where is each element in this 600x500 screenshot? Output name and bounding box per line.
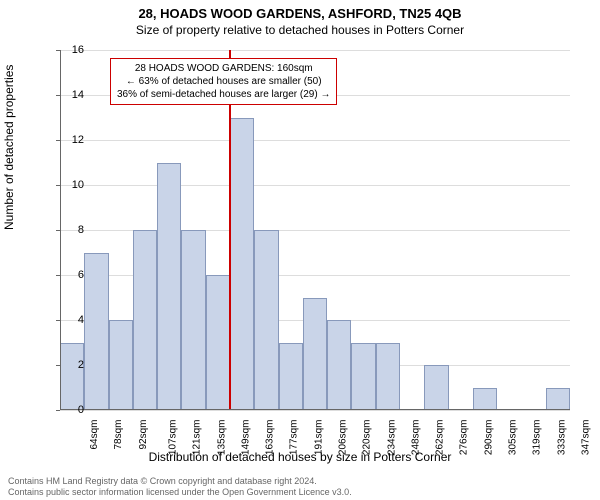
y-axis-label: Number of detached properties	[2, 65, 16, 230]
x-tick-label: 92sqm	[138, 420, 149, 450]
annotation-box: 28 HOADS WOOD GARDENS: 160sqm ← 63% of d…	[110, 58, 337, 105]
chart-container: 28, HOADS WOOD GARDENS, ASHFORD, TN25 4Q…	[0, 0, 600, 500]
histogram-bar	[279, 343, 303, 411]
y-tick	[56, 185, 60, 186]
x-tick-label: 64sqm	[89, 420, 100, 450]
histogram-bar	[181, 230, 205, 410]
grid-line	[60, 140, 570, 141]
footer-line1: Contains HM Land Registry data © Crown c…	[8, 476, 352, 487]
histogram-bar	[303, 298, 327, 411]
histogram-bar	[473, 388, 497, 411]
footer: Contains HM Land Registry data © Crown c…	[8, 476, 352, 498]
y-tick	[56, 365, 60, 366]
chart-title: 28, HOADS WOOD GARDENS, ASHFORD, TN25 4Q…	[0, 0, 600, 21]
grid-line	[60, 410, 570, 411]
plot-area: 28 HOADS WOOD GARDENS: 160sqm ← 63% of d…	[60, 50, 570, 410]
x-axis-line	[60, 409, 570, 410]
chart-subtitle: Size of property relative to detached ho…	[0, 21, 600, 37]
histogram-bar	[327, 320, 351, 410]
y-tick	[56, 95, 60, 96]
y-tick	[56, 230, 60, 231]
annotation-line2: ← 63% of detached houses are smaller (50…	[117, 75, 330, 88]
histogram-bar	[351, 343, 375, 411]
histogram-bar	[109, 320, 133, 410]
histogram-bar	[230, 118, 254, 411]
histogram-bar	[254, 230, 278, 410]
y-tick	[56, 410, 60, 411]
histogram-bar	[376, 343, 400, 411]
y-tick	[56, 140, 60, 141]
y-tick	[56, 275, 60, 276]
y-tick	[56, 320, 60, 321]
x-axis-label: Distribution of detached houses by size …	[0, 450, 600, 464]
histogram-bar	[206, 275, 230, 410]
histogram-bar	[546, 388, 570, 411]
y-tick	[56, 50, 60, 51]
histogram-bar	[133, 230, 157, 410]
histogram-bar	[84, 253, 108, 411]
grid-line	[60, 50, 570, 51]
x-tick-label: 78sqm	[113, 420, 124, 450]
histogram-bar	[60, 343, 84, 411]
histogram-bar	[424, 365, 448, 410]
histogram-bar	[157, 163, 181, 411]
annotation-line3: 36% of semi-detached houses are larger (…	[117, 88, 330, 101]
footer-line2: Contains public sector information licen…	[8, 487, 352, 498]
grid-line	[60, 185, 570, 186]
annotation-line1: 28 HOADS WOOD GARDENS: 160sqm	[117, 62, 330, 75]
